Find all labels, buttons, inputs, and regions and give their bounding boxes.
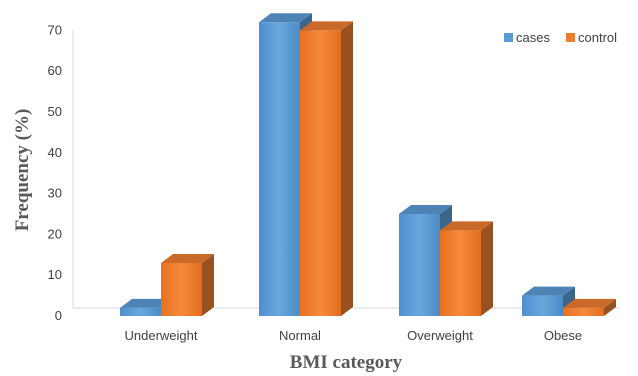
bar-front-face xyxy=(161,262,202,316)
bar-top-face xyxy=(259,13,312,23)
bar-cases-obese xyxy=(522,286,575,316)
legend-label-control: control xyxy=(578,30,617,45)
y-tick-label: 40 xyxy=(48,145,62,160)
bar-top-face xyxy=(399,205,452,214)
bar-side-face xyxy=(481,221,493,316)
legend: cases control xyxy=(504,30,617,45)
bar-front-face xyxy=(120,307,161,316)
x-category-label: Obese xyxy=(544,328,582,343)
x-category-label: Underweight xyxy=(125,328,198,343)
y-tick-label: 0 xyxy=(55,308,62,323)
legend-swatch-cases xyxy=(504,33,513,42)
bar-front-face xyxy=(399,214,440,316)
y-tick-label: 60 xyxy=(48,63,62,78)
y-tick-label: 20 xyxy=(48,226,62,241)
bar-top-face xyxy=(563,298,616,308)
y-tick-label: 50 xyxy=(48,104,62,119)
bar-top-face xyxy=(120,298,173,308)
bar-cases-normal xyxy=(259,13,312,317)
y-tick-labels: 0 10 20 30 40 50 60 70 xyxy=(48,22,62,323)
bar-side-face xyxy=(604,298,616,316)
bar-front-face xyxy=(259,22,300,317)
bar-top-face xyxy=(440,221,493,231)
legend-label-cases: cases xyxy=(516,30,550,45)
bar-front-face xyxy=(300,30,341,317)
bar-top-face xyxy=(300,21,353,31)
bar-control-overweight xyxy=(440,221,493,316)
y-tick-label: 70 xyxy=(48,22,62,37)
bar-front-face xyxy=(563,307,604,316)
bar-control-obese xyxy=(563,298,616,316)
bar-top-face xyxy=(161,253,214,263)
bar-front-face xyxy=(440,230,481,316)
legend-swatch-control xyxy=(566,33,575,42)
bars xyxy=(120,13,616,317)
bar-top-face xyxy=(522,286,575,296)
bar-front-face xyxy=(522,295,563,316)
y-tick-label: 10 xyxy=(48,267,62,282)
x-axis-title: BMI category xyxy=(290,352,403,373)
y-tick-label: 30 xyxy=(48,186,62,201)
bar-side-face xyxy=(202,253,214,316)
y-axis-title: Frequency (%) xyxy=(12,109,33,232)
x-category-labels: Underweight Normal Overweight Obese xyxy=(125,328,583,343)
bar-control-underweight xyxy=(161,253,214,316)
bar-control-normal xyxy=(300,21,353,317)
x-category-label: Normal xyxy=(279,328,321,343)
bar-side-face xyxy=(341,21,353,317)
x-category-label: Overweight xyxy=(407,328,473,343)
